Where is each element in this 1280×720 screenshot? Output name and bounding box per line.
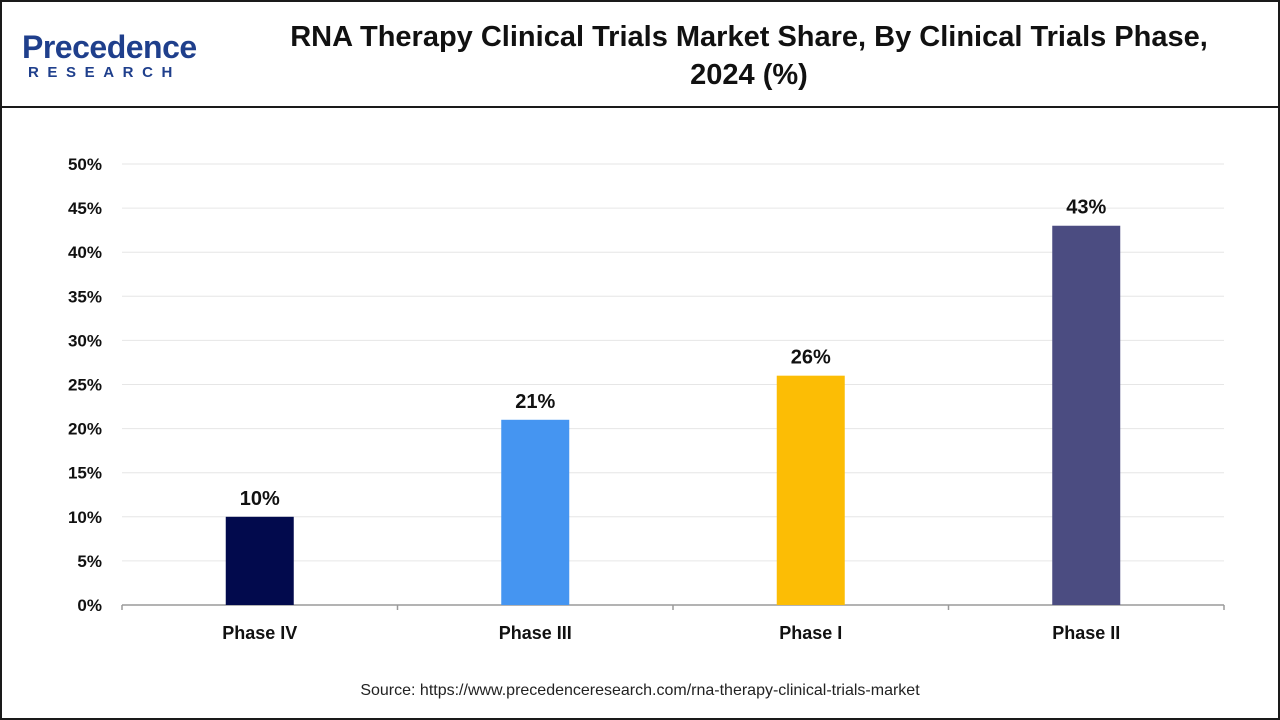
- y-tick-label: 50%: [68, 155, 102, 174]
- x-tick-label: Phase III: [499, 623, 572, 643]
- data-label: 21%: [515, 391, 555, 413]
- bar: [1052, 225, 1121, 606]
- y-tick-label: 30%: [68, 331, 102, 350]
- header: Precedence RESEARCH RNA Therapy Clinical…: [2, 2, 1278, 108]
- data-label: 43%: [1066, 197, 1106, 219]
- y-tick-label: 10%: [68, 508, 102, 527]
- data-label: 26%: [791, 347, 831, 369]
- bar: [225, 516, 294, 605]
- bar: [776, 375, 845, 605]
- data-label: 10%: [240, 488, 280, 510]
- y-tick-label: 0%: [77, 596, 102, 615]
- brand-logo: Precedence RESEARCH: [22, 28, 222, 88]
- brand-name: Precedence: [22, 29, 197, 65]
- y-tick-label: 20%: [68, 420, 102, 439]
- x-tick-label: Phase II: [1052, 623, 1120, 643]
- bar: [501, 419, 570, 605]
- x-tick-label: Phase I: [779, 623, 842, 643]
- y-tick-label: 5%: [77, 552, 102, 571]
- y-tick-label: 15%: [68, 464, 102, 483]
- y-tick-label: 45%: [68, 199, 102, 218]
- brand-sub: RESEARCH: [28, 64, 181, 81]
- x-tick-label: Phase IV: [222, 623, 297, 643]
- y-tick-label: 25%: [68, 376, 102, 395]
- source-note: Source: https://www.precedenceresearch.c…: [360, 682, 920, 699]
- chart-title: RNA Therapy Clinical Trials Market Share…: [290, 21, 1208, 91]
- y-tick-label: 35%: [68, 287, 102, 306]
- y-tick-label: 40%: [68, 243, 102, 262]
